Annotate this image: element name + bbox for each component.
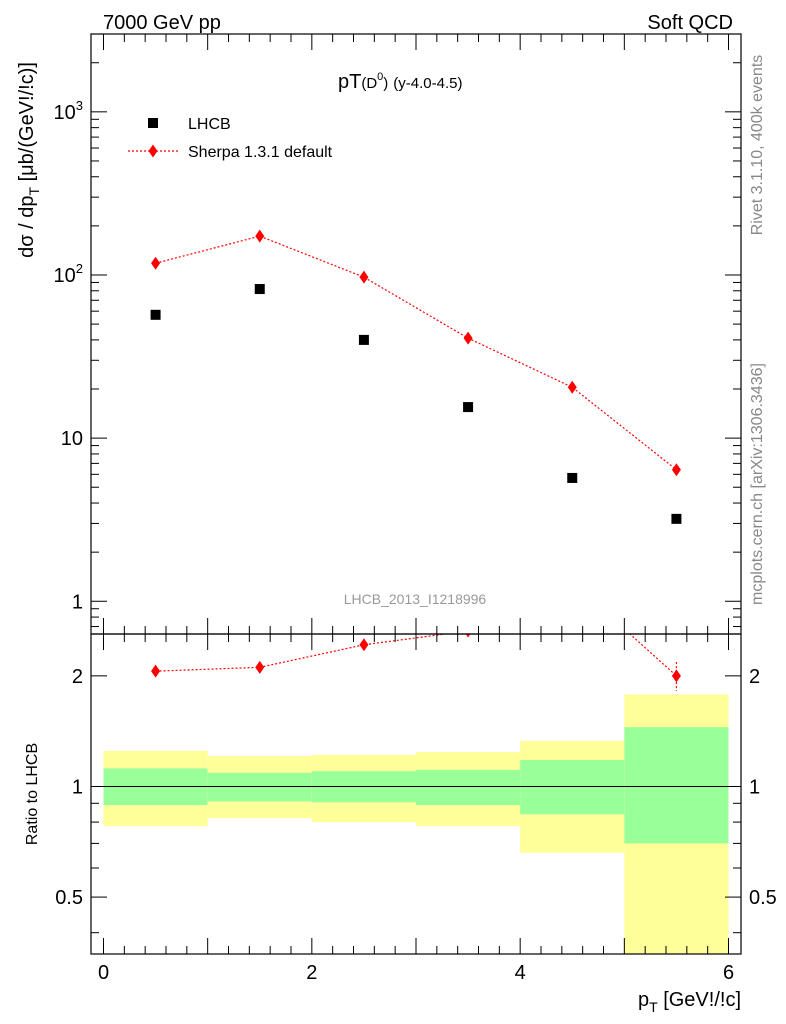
process-label: Soft QCD [647, 12, 733, 34]
ratio-y-tick-label-right: 0.5 [749, 887, 777, 909]
ratio-y-tick-label-right: 2 [749, 666, 760, 688]
main-y-ticks: 1 10 102 103 [54, 33, 741, 628]
sherpa-point [567, 380, 577, 394]
ratio-sherpa-point [671, 669, 681, 683]
inner-uncertainty-band [520, 760, 625, 815]
main-x-ticks [103, 34, 729, 634]
x-tick-label: 6 [723, 962, 734, 984]
legend: LHCB Sherpa 1.3.1 default [128, 116, 333, 161]
main-y-tick-label: 10 [61, 428, 83, 450]
sherpa-point [671, 463, 681, 477]
ratio-sherpa-point [359, 638, 369, 652]
lhcb-point [567, 472, 578, 483]
inner-uncertainty-band [207, 772, 312, 802]
analysis-watermark: LHCB_2013_I1218996 [344, 591, 487, 607]
ratio-x-ticks: 0 2 4 6 [98, 634, 734, 984]
ratio-plot-panel: 0.5 0.5 1 1 2 2 0 2 4 6 Ratio to LHCB pT [GeV!/!… [24, 576, 777, 1015]
legend-lhcb-marker [148, 118, 158, 128]
lhcb-point [150, 309, 161, 320]
ratio-y-tick-label-left: 0.5 [55, 887, 83, 909]
plot-title: pT(D0) (y-4.0-4.5) [338, 71, 462, 93]
ratio-y-tick-label-left: 1 [72, 776, 83, 798]
uncertainty-bands [103, 694, 729, 954]
plot-title-range: (y-4.0-4.5) [393, 75, 462, 92]
sherpa-point [255, 229, 265, 243]
ratio-sherpa-point [568, 576, 577, 589]
main-y-axis-label-main: dσ / dp [16, 196, 38, 258]
legend-lhcb-label: LHCB [188, 116, 231, 133]
main-data-layer [150, 229, 682, 524]
main-y-tick-label: 102 [54, 261, 83, 287]
sherpa-point [359, 270, 369, 284]
collision-energy-label: 7000 GeV pp [103, 12, 221, 34]
main-y-axis-label: dσ / dpT [μb/(GeV!/!c)] [16, 62, 42, 258]
main-plot-panel: 1 10 102 103 pT(D0) (y-4.0-4.5) dσ / dpT [μb… [16, 33, 742, 635]
rivet-version-label: Rivet 3.1.10, 400k events [749, 55, 766, 236]
x-tick-label: 0 [98, 962, 109, 984]
ratio-y-axis-label: Ratio to LHCB [24, 743, 41, 845]
ratio-y-tick-label-right: 1 [749, 776, 760, 798]
main-y-tick-label: 103 [54, 98, 83, 124]
main-y-tick-label: 1 [72, 591, 83, 613]
plot-title-close: ) [383, 75, 388, 92]
legend-sherpa-label: Sherpa 1.3.1 default [188, 144, 333, 161]
sherpa-point [151, 256, 161, 270]
ratio-data-layer [151, 576, 681, 691]
ratio-y-ticks: 0.5 0.5 1 1 2 2 [55, 666, 777, 934]
sherpa-line [155, 235, 677, 471]
x-tick-label: 2 [306, 962, 317, 984]
main-y-axis-label-unit: [μb/(GeV!/!c)] [16, 62, 38, 187]
lhcb-point [463, 402, 474, 413]
plot-title-superscript: 0 [377, 71, 383, 83]
lhcb-point [254, 284, 265, 295]
ratio-sherpa-point [465, 634, 471, 638]
main-y-axis-label-sub: T [26, 187, 42, 196]
ratio-sherpa-point [151, 664, 161, 678]
x-axis-label-sub: T [649, 999, 658, 1015]
inner-uncertainty-band [624, 727, 729, 844]
x-axis-label: pT [GeV!/!c] [638, 989, 741, 1015]
sherpa-point [463, 331, 473, 345]
lhcb-point [358, 334, 369, 345]
ratio-y-tick-label-left: 2 [72, 666, 83, 688]
legend-sherpa-marker [148, 144, 158, 158]
plot-title-main: pT [338, 71, 361, 93]
inner-uncertainty-band [416, 769, 521, 806]
ratio-sherpa-point [255, 660, 265, 674]
x-axis-label-unit: [GeV!/!c] [658, 989, 741, 1011]
mcplots-label: mcplots.cern.ch [arXiv:1306.3436] [749, 363, 766, 605]
x-axis-label-main: p [638, 989, 649, 1011]
x-tick-label: 4 [515, 962, 526, 984]
plot-title-particle: (D [361, 75, 377, 92]
lhcb-point [671, 513, 682, 524]
